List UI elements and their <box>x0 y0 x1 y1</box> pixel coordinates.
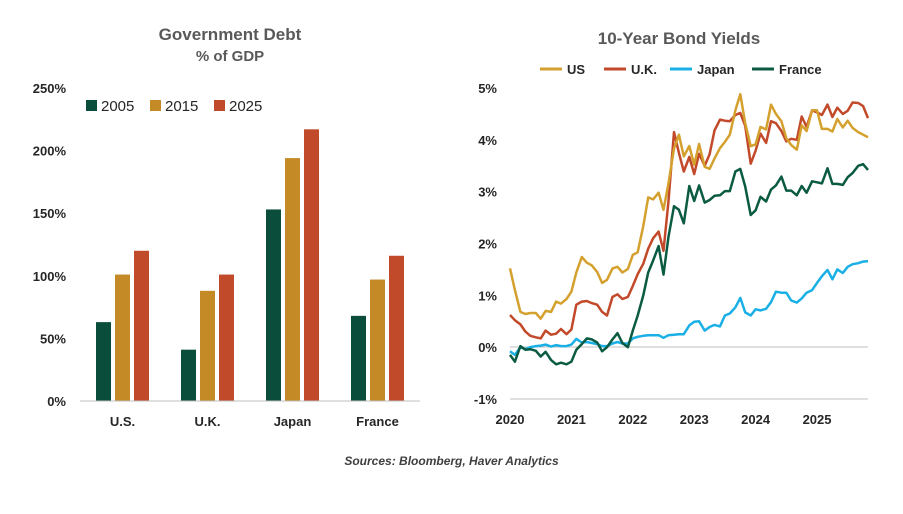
legend-label-japan: Japan <box>697 62 735 77</box>
series-line-us <box>508 92 869 320</box>
bar-2005-us <box>96 322 111 401</box>
bar-chart-title: Government Debt <box>159 25 302 44</box>
bar-2005-uk <box>181 349 196 401</box>
bar-x-tick-label: Japan <box>274 414 312 429</box>
line-chart-legend: US U.K. Japan France <box>540 62 822 77</box>
bar-2005-japan <box>266 209 281 401</box>
bar-2015-france <box>370 279 385 401</box>
source-note: Sources: Bloomberg, Haver Analytics <box>344 454 559 468</box>
line-x-tick-label: 2025 <box>803 412 832 427</box>
legend-label-2015: 2015 <box>165 98 198 115</box>
bond-yields-chart: 10-Year Bond Yields US U.K. Japan France… <box>474 29 870 427</box>
line-y-tick-label: -1% <box>474 392 498 407</box>
series-line-france <box>508 162 869 366</box>
line-x-tick-label: 2020 <box>496 412 525 427</box>
bar-2015-japan <box>285 158 300 401</box>
bar-y-tick-label: 100% <box>33 269 67 284</box>
bar-2015-us <box>115 274 130 401</box>
bar-x-tick-label: France <box>356 414 399 429</box>
line-y-tick-label: 0% <box>478 340 497 355</box>
series-line-uk <box>509 101 870 340</box>
line-chart-title: 10-Year Bond Yields <box>598 29 761 48</box>
bar-2015-uk <box>200 290 215 401</box>
bar-y-tick-label: 0% <box>47 394 66 409</box>
bar-x-tick-label: U.S. <box>110 414 135 429</box>
bar-2025-france <box>389 255 404 401</box>
bar-chart-subtitle: % of GDP <box>196 48 264 65</box>
bar-y-tick-label: 250% <box>33 81 67 96</box>
bar-2025-us <box>134 250 149 401</box>
legend-swatch-2005 <box>86 100 97 111</box>
line-x-tick-label: 2021 <box>557 412 586 427</box>
bar-x-tick-label: U.K. <box>195 414 221 429</box>
bar-2025-japan <box>304 129 319 402</box>
bar-chart-legend: 2005 2015 2025 <box>86 98 262 115</box>
line-x-tick-label: 2024 <box>741 412 771 427</box>
legend-label-uk: U.K. <box>631 62 657 77</box>
line-y-tick-label: 1% <box>478 288 497 303</box>
legend-label-us: US <box>567 62 585 77</box>
line-y-tick-label: 4% <box>478 133 497 148</box>
legend-swatch-2015 <box>150 100 161 111</box>
bar-2025-uk <box>219 274 234 401</box>
government-debt-chart: Government Debt % of GDP 2005 2015 2025 … <box>33 25 420 429</box>
bar-y-tick-label: 200% <box>33 144 67 159</box>
legend-label-france: France <box>779 62 822 77</box>
line-y-tick-label: 3% <box>478 185 497 200</box>
line-y-tick-label: 2% <box>478 237 497 252</box>
line-x-tick-label: 2022 <box>618 412 647 427</box>
line-x-tick-label: 2023 <box>680 412 709 427</box>
legend-swatch-2025 <box>214 100 225 111</box>
legend-label-2005: 2005 <box>101 98 134 115</box>
legend-label-2025: 2025 <box>229 98 262 115</box>
series-line-japan <box>509 259 869 357</box>
bar-2005-france <box>351 315 366 401</box>
line-y-tick-label: 5% <box>478 81 497 96</box>
bar-y-tick-label: 50% <box>40 331 66 346</box>
bar-y-tick-label: 150% <box>33 206 67 221</box>
